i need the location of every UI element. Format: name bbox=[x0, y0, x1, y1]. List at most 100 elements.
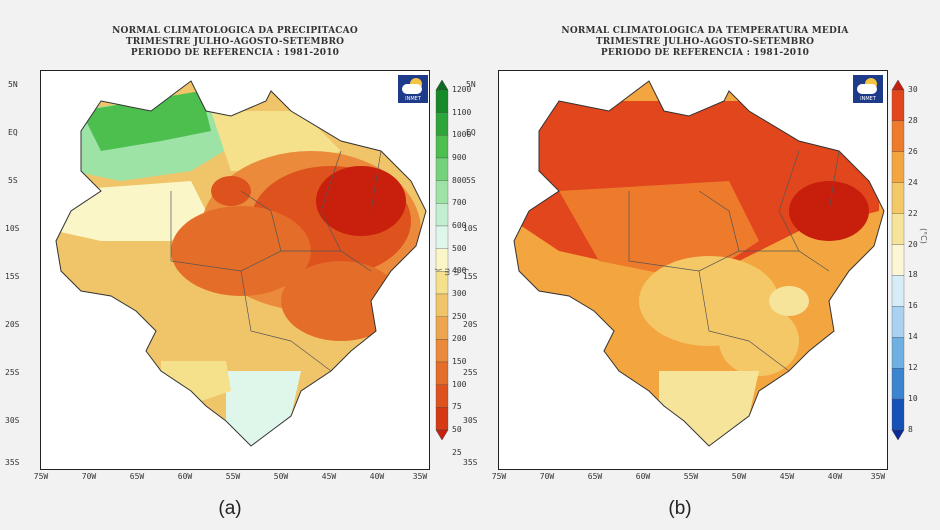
lat-label: 30S bbox=[463, 416, 478, 425]
colorbar-segment bbox=[891, 398, 905, 431]
colorbar-segment bbox=[435, 135, 449, 159]
colorbar-arrow-top bbox=[435, 79, 449, 91]
logo-text: INMET bbox=[405, 96, 421, 102]
colorbar-tick-label: 300 bbox=[452, 289, 467, 298]
lat-label: 10S bbox=[463, 224, 478, 233]
colorbar-tick-label: 500 bbox=[452, 243, 467, 253]
colorbar-tick-label: 800 bbox=[452, 175, 467, 185]
colorbar-segment bbox=[435, 293, 449, 317]
lat-label: EQ bbox=[466, 128, 476, 137]
lat-label: 30S bbox=[5, 416, 20, 425]
colorbar-tick-label: 200 bbox=[452, 334, 467, 344]
colorbar-segment bbox=[891, 337, 905, 369]
colorbar-tick-label: 75 bbox=[452, 402, 462, 412]
lon-label: 50W bbox=[273, 472, 289, 481]
title-line-3: PERIODO DE REFERENCIA : 1981-2010 bbox=[600, 48, 810, 58]
lon-label: 45W bbox=[321, 472, 337, 481]
logo-text: INMET bbox=[860, 96, 876, 102]
precipitation-map bbox=[55, 80, 427, 447]
lat-label: 5N bbox=[8, 80, 18, 89]
colorbar-segment bbox=[891, 89, 905, 122]
title-line-2: TRIMESTRE JULHO-AGOSTO-SETEMBRO bbox=[595, 37, 815, 47]
colorbar-arrow-bottom bbox=[891, 429, 905, 441]
lon-label: 40W bbox=[369, 472, 385, 481]
temperature-panel: NORMAL CLIMATOLOGICA DA TEMPERATURA MEDI… bbox=[463, 18, 940, 519]
colorbar-tick-label: 20 bbox=[908, 239, 918, 249]
colorbar-segment bbox=[891, 151, 905, 183]
colorbar-tick-label: 16 bbox=[908, 301, 918, 311]
colorbar-tick-label: 28 bbox=[908, 115, 918, 125]
title-line-2: TRIMESTRE JULHO-AGOSTO-SETEMBRO bbox=[125, 37, 345, 47]
colorbar-tick-label: 700 bbox=[452, 198, 467, 208]
lat-label: 15S bbox=[5, 272, 20, 281]
colorbar-tick-label: 900 bbox=[452, 153, 467, 162]
colorbar-tick-label: 26 bbox=[908, 146, 918, 156]
unit-label: (°C) bbox=[919, 228, 928, 244]
caption-a: (a) bbox=[218, 498, 242, 519]
lon-label: 75W bbox=[33, 472, 49, 481]
colorbar-segment bbox=[891, 275, 905, 307]
colorbar-tick-label: 1200 bbox=[452, 85, 472, 94]
colorbar-segment bbox=[435, 112, 449, 136]
lon-label: 35W bbox=[870, 472, 886, 481]
title-line-1: NORMAL CLIMATOLOGICA DA PRECIPITACAO bbox=[112, 26, 358, 36]
lon-label: 35W bbox=[412, 472, 428, 481]
colorbar-segment bbox=[435, 339, 449, 363]
lat-label: 25S bbox=[5, 368, 20, 377]
inmet-logo: INMET bbox=[397, 74, 429, 104]
lon-label: 70W bbox=[539, 472, 555, 481]
map-frame bbox=[40, 70, 430, 470]
lat-label: 5N bbox=[466, 80, 476, 89]
colorbar-segment bbox=[435, 407, 449, 431]
precipitation-panel: NORMAL CLIMATOLOGICA DA PRECIPITACAO TRI… bbox=[0, 18, 472, 519]
caption-b: (b) bbox=[668, 498, 692, 519]
colorbar-tick-label: 100 bbox=[452, 379, 467, 389]
lat-label: 15S bbox=[463, 272, 478, 281]
colorbar-arrow-top bbox=[891, 79, 905, 91]
colorbar-segment bbox=[435, 157, 449, 181]
precipitation-colorbar bbox=[435, 79, 449, 441]
colorbar-segment bbox=[891, 244, 905, 276]
lat-label: 35S bbox=[463, 458, 478, 467]
colorbar-segment bbox=[891, 213, 905, 245]
lon-label: 75W bbox=[491, 472, 507, 481]
colorbar-tick-label: 250 bbox=[452, 311, 467, 321]
lon-label: 65W bbox=[129, 472, 145, 481]
colorbar-segment bbox=[435, 361, 449, 385]
colorbar-segment bbox=[891, 182, 905, 214]
title-line-1: NORMAL CLIMATOLOGICA DA TEMPERATURA MEDI… bbox=[561, 26, 849, 36]
colorbar-segment bbox=[891, 120, 905, 152]
colorbar-segment bbox=[435, 384, 449, 408]
colorbar-tick-label: 10 bbox=[908, 394, 918, 404]
lon-label: 60W bbox=[177, 472, 193, 481]
colorbar-tick-label: 18 bbox=[908, 270, 918, 280]
lat-label: 5S bbox=[466, 176, 476, 185]
lat-label: 35S bbox=[5, 458, 20, 467]
colorbar-segment bbox=[435, 316, 449, 340]
colorbar-tick-label: 400 bbox=[452, 266, 467, 276]
lon-label: 45W bbox=[779, 472, 795, 481]
colorbar-tick-label: 22 bbox=[908, 208, 918, 218]
title-line-3: PERIODO DE REFERENCIA : 1981-2010 bbox=[130, 48, 340, 58]
colorbar-tick-label: 1000 bbox=[452, 130, 472, 140]
lon-label: 40W bbox=[827, 472, 843, 481]
colorbar-tick-label: 25 bbox=[452, 447, 462, 457]
colorbar-tick-label: 1100 bbox=[452, 107, 472, 117]
lat-label: 10S bbox=[5, 224, 20, 233]
lat-label: 5S bbox=[8, 176, 18, 185]
temperature-colorbar bbox=[891, 79, 905, 441]
lon-label: 70W bbox=[81, 472, 97, 481]
colorbar-tick-label: 12 bbox=[908, 363, 918, 373]
lat-label: 20S bbox=[5, 320, 20, 329]
lat-label: EQ bbox=[8, 128, 18, 137]
colorbar-tick-label: 150 bbox=[452, 357, 467, 366]
lon-label: 65W bbox=[587, 472, 603, 481]
colorbar-tick-label: 24 bbox=[908, 177, 918, 187]
colorbar-tick-label: 600 bbox=[452, 221, 467, 230]
lon-label: 60W bbox=[635, 472, 651, 481]
inmet-logo: INMET bbox=[852, 74, 884, 104]
map-frame bbox=[498, 70, 888, 470]
temperature-map bbox=[513, 80, 885, 447]
colorbar-segment bbox=[435, 180, 449, 204]
lon-label: 55W bbox=[683, 472, 699, 481]
